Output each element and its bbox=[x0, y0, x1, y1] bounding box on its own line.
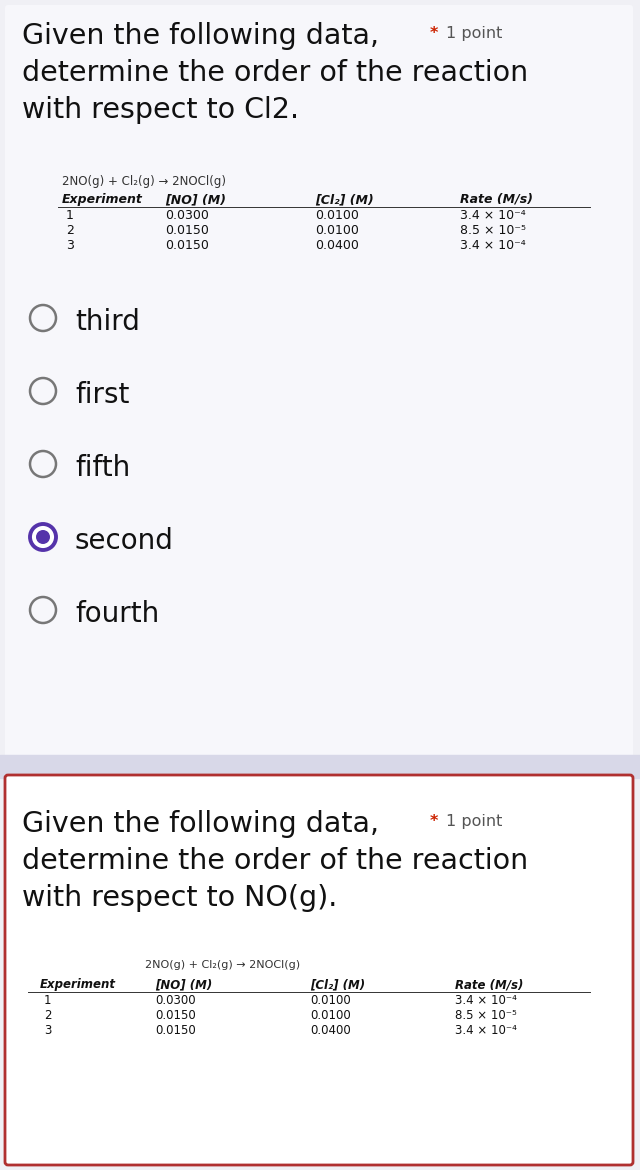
Text: 1: 1 bbox=[44, 994, 51, 1007]
Text: 0.0150: 0.0150 bbox=[155, 1009, 196, 1023]
Text: 0.0400: 0.0400 bbox=[310, 1024, 351, 1037]
Text: fifth: fifth bbox=[75, 454, 131, 482]
Text: determine the order of the reaction: determine the order of the reaction bbox=[22, 847, 528, 875]
Text: 0.0150: 0.0150 bbox=[165, 223, 209, 238]
FancyBboxPatch shape bbox=[5, 5, 633, 758]
Text: 3.4 × 10⁻⁴: 3.4 × 10⁻⁴ bbox=[455, 994, 517, 1007]
Text: Given the following data,: Given the following data, bbox=[22, 810, 379, 838]
Text: 3.4 × 10⁻⁴: 3.4 × 10⁻⁴ bbox=[455, 1024, 517, 1037]
Text: 0.0300: 0.0300 bbox=[155, 994, 196, 1007]
Text: Experiment: Experiment bbox=[40, 978, 116, 991]
Text: 0.0100: 0.0100 bbox=[310, 994, 351, 1007]
Text: Rate (M/s): Rate (M/s) bbox=[460, 193, 533, 206]
Text: *: * bbox=[430, 26, 438, 41]
Text: 3.4 × 10⁻⁴: 3.4 × 10⁻⁴ bbox=[460, 239, 525, 252]
FancyBboxPatch shape bbox=[5, 775, 633, 1165]
Text: [NO] (M): [NO] (M) bbox=[155, 978, 212, 991]
Text: 1: 1 bbox=[66, 209, 74, 222]
Text: 0.0400: 0.0400 bbox=[315, 239, 359, 252]
Text: 3: 3 bbox=[66, 239, 74, 252]
Text: [Cl₂] (M): [Cl₂] (M) bbox=[315, 193, 374, 206]
Text: 2NO(g) + Cl₂(g) → 2NOCl(g): 2NO(g) + Cl₂(g) → 2NOCl(g) bbox=[62, 176, 226, 188]
Text: [NO] (M): [NO] (M) bbox=[165, 193, 226, 206]
Text: [Cl₂] (M): [Cl₂] (M) bbox=[310, 978, 365, 991]
Text: 0.0150: 0.0150 bbox=[155, 1024, 196, 1037]
Text: 0.0150: 0.0150 bbox=[165, 239, 209, 252]
Text: 1 point: 1 point bbox=[446, 814, 502, 830]
Text: 8.5 × 10⁻⁵: 8.5 × 10⁻⁵ bbox=[455, 1009, 516, 1023]
Text: with respect to NO(g).: with respect to NO(g). bbox=[22, 885, 337, 911]
Text: second: second bbox=[75, 526, 174, 555]
Circle shape bbox=[30, 524, 56, 550]
Text: *: * bbox=[430, 814, 438, 830]
Text: determine the order of the reaction: determine the order of the reaction bbox=[22, 58, 528, 87]
Text: third: third bbox=[75, 308, 140, 336]
Text: 3.4 × 10⁻⁴: 3.4 × 10⁻⁴ bbox=[460, 209, 525, 222]
Text: fourth: fourth bbox=[75, 600, 159, 628]
Text: Given the following data,: Given the following data, bbox=[22, 22, 379, 50]
Text: Rate (M/s): Rate (M/s) bbox=[455, 978, 524, 991]
Circle shape bbox=[36, 530, 50, 544]
Text: with respect to Cl2.: with respect to Cl2. bbox=[22, 96, 299, 124]
Text: 0.0300: 0.0300 bbox=[165, 209, 209, 222]
Text: first: first bbox=[75, 381, 129, 410]
Text: 0.0100: 0.0100 bbox=[315, 209, 359, 222]
Text: 8.5 × 10⁻⁵: 8.5 × 10⁻⁵ bbox=[460, 223, 526, 238]
Text: 2NO(g) + Cl₂(g) → 2NOCl(g): 2NO(g) + Cl₂(g) → 2NOCl(g) bbox=[145, 961, 300, 970]
Text: 2: 2 bbox=[44, 1009, 51, 1023]
Text: Experiment: Experiment bbox=[62, 193, 143, 206]
Text: 1 point: 1 point bbox=[446, 26, 502, 41]
Text: 0.0100: 0.0100 bbox=[315, 223, 359, 238]
Text: 2: 2 bbox=[66, 223, 74, 238]
Text: 3: 3 bbox=[44, 1024, 51, 1037]
Text: 0.0100: 0.0100 bbox=[310, 1009, 351, 1023]
